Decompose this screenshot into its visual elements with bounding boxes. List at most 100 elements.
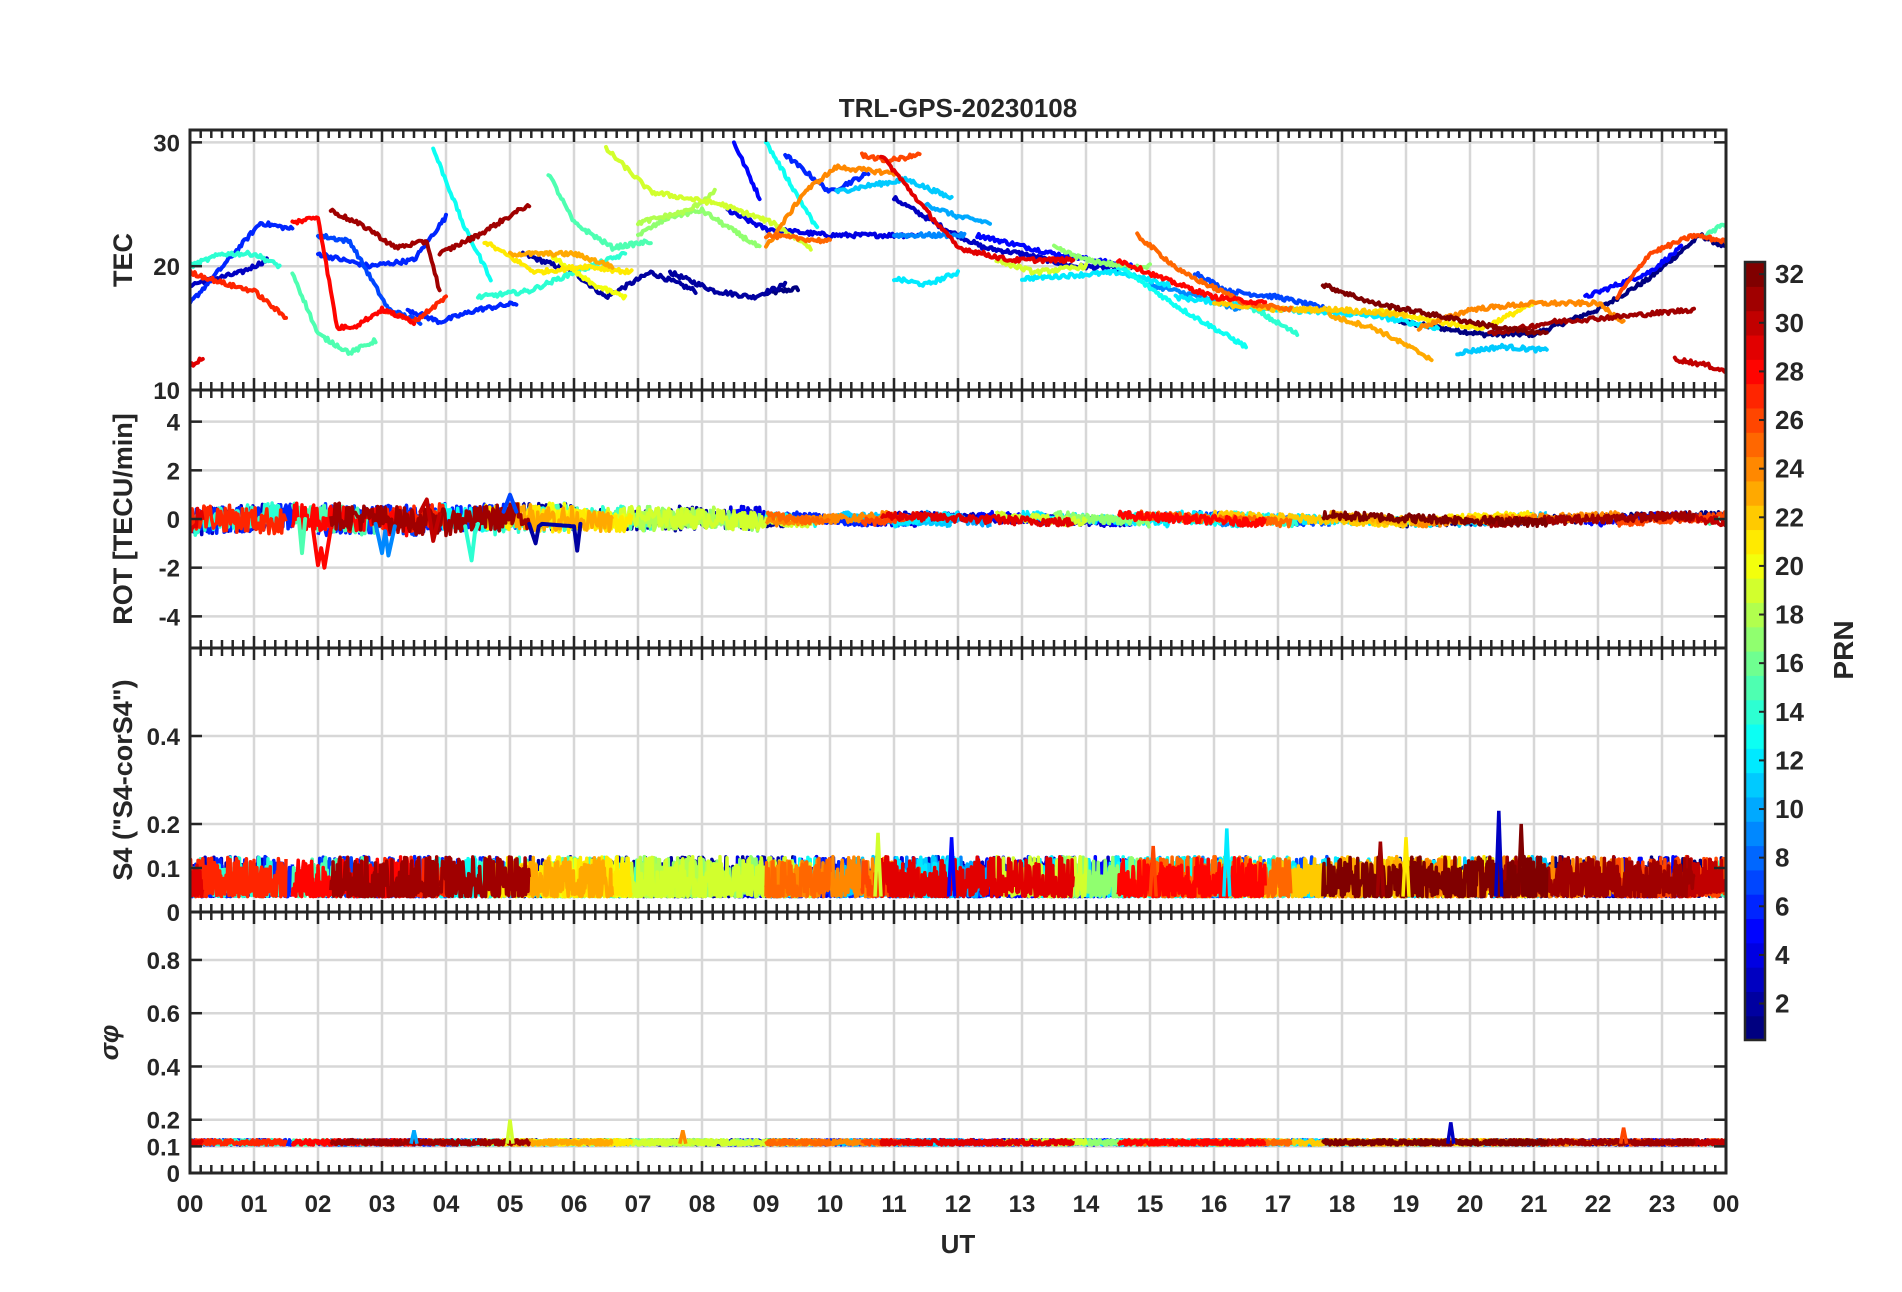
sigphi-series-prn-28 xyxy=(1116,1137,1267,1147)
tec-series-prn-2 xyxy=(520,250,698,300)
s4-peak-prn-31 xyxy=(1375,841,1386,897)
x-tick-label: 18 xyxy=(1329,1191,1356,1218)
colorbar-band xyxy=(1745,748,1765,774)
sigphi-y-tick-label: 0.1 xyxy=(147,1134,180,1161)
colorbar-tick-label: 10 xyxy=(1775,794,1804,824)
tec-x-ticks xyxy=(188,130,1728,390)
tec-series-prn-21 xyxy=(482,240,634,276)
sigphi-peak-prn-26 xyxy=(1618,1127,1629,1145)
colorbar-band xyxy=(1745,480,1765,506)
colorbar-tick-label: 2 xyxy=(1775,989,1789,1019)
tec-series-prn-26 xyxy=(1615,232,1726,301)
tec-series-prn-10 xyxy=(924,201,992,226)
rot-panel: 4 2 0 -2 -4 ROT [TECU/min] xyxy=(108,388,1728,650)
x-tick-label: 23 xyxy=(1649,1191,1676,1218)
colorbar-band xyxy=(1745,772,1765,798)
x-tick-label: 16 xyxy=(1201,1191,1228,1218)
rot-series-prn-7 xyxy=(501,492,519,514)
tec-series-prn-9 xyxy=(892,231,967,240)
rot-series-prn-2 xyxy=(527,521,583,553)
sigphi-panel: 0.8 0.6 0.4 0.20.10 σφ xyxy=(94,910,1728,1188)
tec-y-tick-label: 30 xyxy=(153,130,180,157)
x-tick-label: 07 xyxy=(625,1191,652,1218)
s4-series-prn-31 xyxy=(437,855,531,899)
colorbar-band xyxy=(1745,407,1765,433)
colorbar-band xyxy=(1745,675,1765,701)
tec-series-prn-31 xyxy=(328,207,442,293)
tec-series-prn-3 xyxy=(190,256,269,289)
colorbar-band xyxy=(1745,383,1765,409)
colorbar-band xyxy=(1745,626,1765,652)
colorbar-band xyxy=(1745,894,1765,920)
sigphi-x-ticks xyxy=(188,912,1728,1173)
s4-series-prn-25 xyxy=(764,856,832,899)
x-tick-label: 10 xyxy=(817,1191,844,1218)
tec-series-prn-15 xyxy=(1704,222,1726,238)
sigphi-y-tick-label: 0.2 xyxy=(147,1108,180,1135)
rot-series-prn-30 xyxy=(418,497,442,543)
tec-series-prn-24 xyxy=(764,163,896,249)
rot-series-prn-25 xyxy=(765,510,831,526)
x-tick-label: 13 xyxy=(1009,1191,1036,1218)
x-axis-label: UT xyxy=(941,1229,976,1259)
rot-y-label: ROT [TECU/min] xyxy=(108,413,138,624)
colorbar-tick-label: 28 xyxy=(1775,356,1804,386)
colorbar-band xyxy=(1745,796,1765,822)
colorbar-band xyxy=(1745,432,1765,458)
tec-series-prn-31 xyxy=(1487,306,1696,337)
rot-series-prn-32 xyxy=(1321,509,1549,529)
sigphi-series-prn-31 xyxy=(329,1137,442,1147)
s4-y-label: S4 ("S4-corS4") xyxy=(108,679,138,880)
x-tick-label: 20 xyxy=(1457,1191,1484,1218)
sigphi-data xyxy=(190,1119,1726,1147)
colorbar-band xyxy=(1745,869,1765,895)
tec-series-prn-26 xyxy=(860,151,922,165)
tec-y-tick-label: 20 xyxy=(153,254,180,281)
sigphi-series-prn-29 xyxy=(879,1137,1075,1147)
colorbar-tick-label: 26 xyxy=(1775,405,1804,435)
sigphi-y-tick-label: 0.8 xyxy=(147,948,180,975)
colorbar-band xyxy=(1745,578,1765,603)
rot-data xyxy=(190,492,1726,570)
rot-series-prn-31 xyxy=(329,501,442,536)
tec-series-prn-17 xyxy=(636,206,762,249)
tec-series-prn-25 xyxy=(1135,231,1293,313)
sigphi-peak-prn-10 xyxy=(409,1130,419,1145)
sigphi-y-tick-label: 0.4 xyxy=(147,1054,181,1081)
tec-series-prn-12 xyxy=(892,269,960,288)
rot-series-prn-27 xyxy=(190,503,288,536)
tec-series-prn-6 xyxy=(405,300,519,326)
tec-series-prn-6 xyxy=(190,220,295,305)
colorbar-band xyxy=(1745,699,1765,725)
x-tick-label: 06 xyxy=(561,1191,588,1218)
tec-series-prn-20 xyxy=(546,251,628,301)
s4-series-prn-32 xyxy=(1321,854,1549,899)
rot-y-tick-label: 2 xyxy=(167,458,180,485)
tec-series-prn-30 xyxy=(1672,355,1726,375)
colorbar-tick-label: 8 xyxy=(1775,843,1789,873)
colorbar-frame xyxy=(1743,260,1767,1042)
s4-series-prn-28 xyxy=(1116,856,1267,899)
x-tick-label: 15 xyxy=(1137,1191,1164,1218)
s4-series-prn-29 xyxy=(879,854,1075,899)
colorbar-tick-label: 20 xyxy=(1775,551,1804,581)
colorbar-band xyxy=(1745,602,1765,628)
tec-series-prn-32 xyxy=(1320,282,1549,336)
s4-series-prn-27 xyxy=(190,855,288,899)
s4-peak-prn-26 xyxy=(1148,845,1158,897)
colorbar-tick-label: 32 xyxy=(1775,259,1804,289)
tec-series-prn-27 xyxy=(190,268,288,320)
tec-series-prn-7 xyxy=(1192,271,1332,313)
tec-series-prn-5 xyxy=(732,140,762,202)
tec-series-prn-23 xyxy=(1327,311,1434,363)
colorbar-band xyxy=(1745,359,1765,385)
tec-series-prn-4 xyxy=(725,207,922,240)
tec-series-prn-2 xyxy=(668,269,788,301)
colorbar-tick-label: 24 xyxy=(1775,454,1804,484)
sigphi-series-prn-27 xyxy=(190,1137,288,1147)
tec-series-prn-19 xyxy=(994,257,1088,276)
colorbar-band xyxy=(1745,286,1765,312)
x-tick-label: 01 xyxy=(241,1191,268,1218)
x-tick-label: 19 xyxy=(1393,1191,1420,1218)
